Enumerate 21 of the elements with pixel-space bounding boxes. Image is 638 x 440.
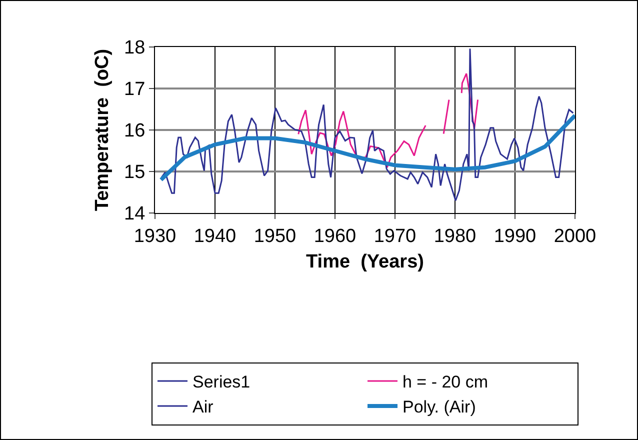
- legend-label: Poly. (Air): [402, 398, 476, 417]
- x-tick-label: 1970: [374, 226, 416, 247]
- legend-label: Air: [192, 398, 214, 417]
- x-tick-label: 2000: [554, 226, 596, 247]
- x-tick-label: 1950: [254, 226, 296, 247]
- x-axis-title: Time (Years): [306, 252, 424, 273]
- y-axis-title: Temperature (oC): [92, 48, 113, 212]
- legend-label: h = - 20 cm: [402, 372, 488, 392]
- line-series: [160, 48, 574, 202]
- y-tick-label: 17: [124, 79, 146, 100]
- y-tick-label: 18: [124, 38, 146, 59]
- y-tick-label: 15: [124, 162, 146, 184]
- x-tick-label: 1980: [434, 226, 476, 247]
- x-tick-label: 1960: [314, 226, 356, 247]
- line-series: [159, 113, 575, 182]
- y-tick-label: 14: [124, 204, 146, 225]
- y-tick-label: 16: [124, 120, 146, 142]
- x-tick-label: 1940: [194, 226, 236, 247]
- legend-label: Series1: [192, 372, 250, 392]
- x-tick-label: 1930: [134, 226, 176, 247]
- x-tick-label: 1990: [494, 226, 536, 247]
